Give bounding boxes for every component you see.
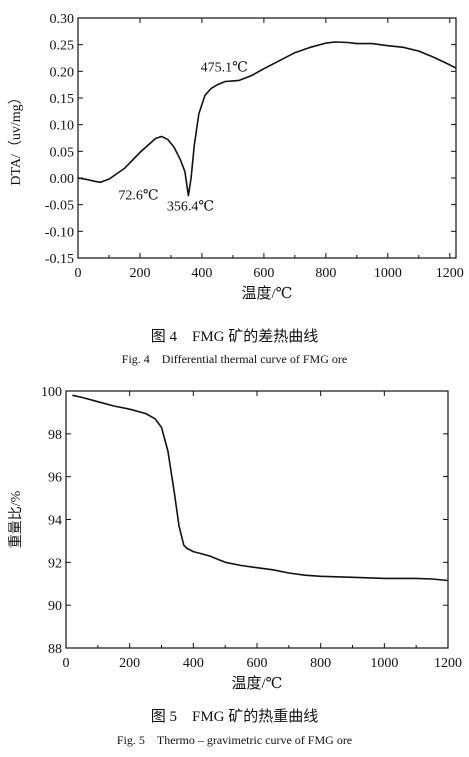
x-tick-label: 600 [253, 266, 274, 281]
x-axis-label: 温度/℃ [242, 285, 293, 300]
fig4-caption-en: Fig. 4 Differential thermal curve of FMG… [121, 352, 348, 366]
y-tick-label: 0.05 [50, 145, 75, 160]
x-tick-label: 400 [191, 266, 212, 281]
x-tick-label: 200 [119, 656, 140, 671]
y-tick-label: 100 [41, 385, 62, 400]
x-tick-label: 1000 [370, 656, 398, 671]
y-tick-label: 0.15 [50, 92, 75, 107]
y-axis-label: 重量比/% [8, 490, 24, 548]
y-tick-label: -0.15 [45, 252, 74, 267]
x-tick-label: 200 [129, 266, 150, 281]
x-tick-label: 1000 [374, 266, 402, 281]
y-tick-label: 90 [48, 599, 62, 614]
fig5-caption-en: Fig. 5 Thermo – gravimetric curve of FMG… [116, 733, 353, 747]
x-tick-label: 0 [63, 656, 70, 671]
peak-annotation: 356.4℃ [167, 200, 214, 215]
x-axis-label: 温度/℃ [232, 675, 283, 692]
y-axis-label: DTA/（uv/mg） [8, 90, 24, 185]
y-tick-label: 0.10 [50, 119, 75, 134]
series-line [72, 394, 449, 582]
peak-annotation: 72.6℃ [118, 188, 158, 203]
x-tick-label: 1200 [434, 656, 462, 671]
tg-chart: 0 200 400 600 800 1000 1200 100 98 96 94 92 90 88 温度/℃… [8, 385, 462, 692]
fig4-caption-cn: 图 4 FMG 矿的差热曲线 [150, 329, 319, 345]
plot-frame [77, 17, 457, 259]
x-tick-label: 800 [310, 656, 331, 671]
plot-frame [65, 390, 449, 649]
y-tick-label: 92 [48, 556, 62, 571]
y-tick-label: 96 [48, 471, 62, 486]
y-tick-label: -0.05 [45, 199, 74, 214]
y-tick-label: 0.00 [50, 172, 75, 187]
x-tick-label: 800 [315, 266, 336, 281]
x-tick-label: 1200 [436, 266, 464, 281]
x-tick-label: 600 [247, 656, 268, 671]
y-tick-label: 0.20 [50, 65, 75, 80]
x-tick-label: 400 [183, 656, 204, 671]
y-tick-label: 98 [48, 428, 62, 443]
y-tick-label: 94 [48, 514, 62, 529]
y-tick-label: 0.30 [50, 12, 75, 27]
y-tick-label: -0.10 [45, 225, 74, 240]
dta-chart: 0 200 400 600 800 1000 1200 0.30 0.25 0.20 0.15 0.1… [8, 12, 464, 300]
fig5-caption-cn: 图 5 FMG 矿的热重曲线 [150, 709, 319, 725]
x-tick-label: 0 [75, 266, 82, 281]
y-tick-label: 0.25 [50, 39, 75, 54]
y-tick-label: 88 [48, 642, 62, 657]
series-line [77, 41, 457, 197]
peak-annotation: 475.1℃ [201, 60, 248, 75]
